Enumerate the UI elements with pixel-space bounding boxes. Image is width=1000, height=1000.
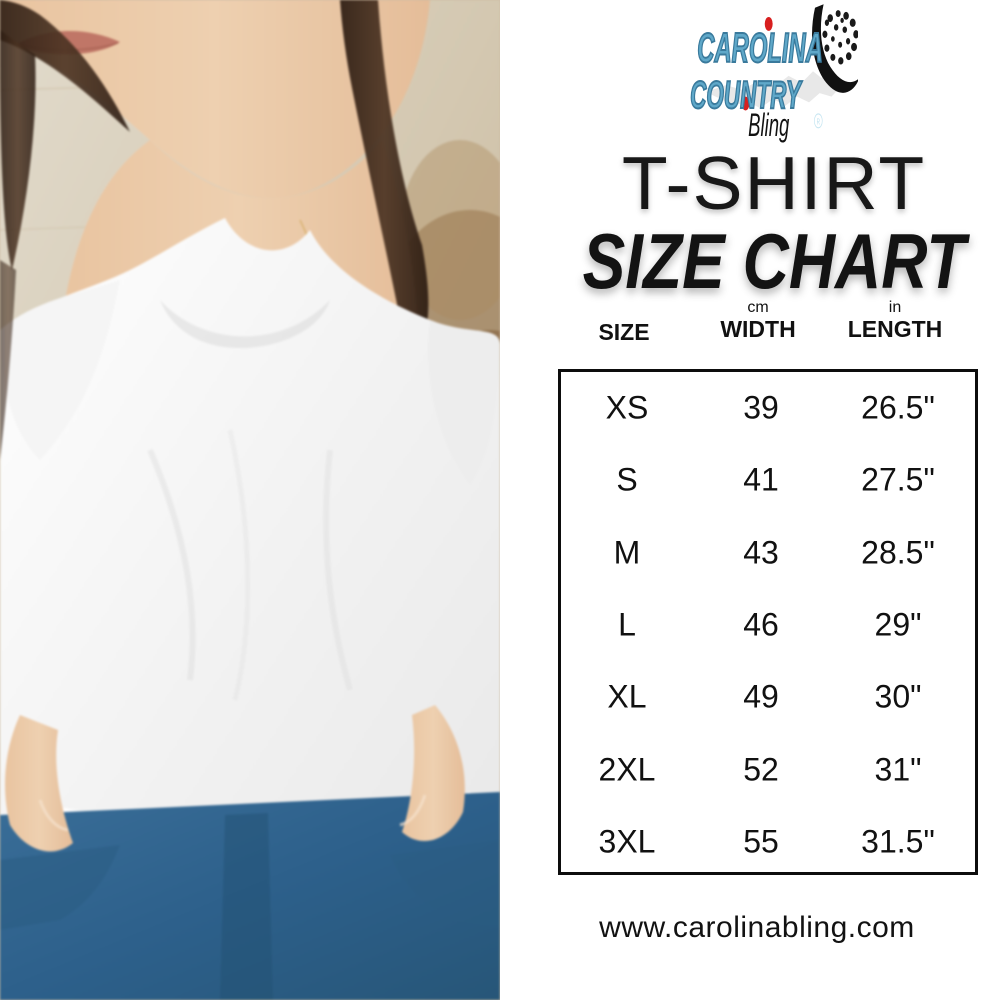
svg-text:CAROLINA: CAROLINA — [697, 25, 823, 72]
svg-text:R: R — [817, 118, 821, 127]
svg-text:Bling: Bling — [748, 106, 789, 143]
